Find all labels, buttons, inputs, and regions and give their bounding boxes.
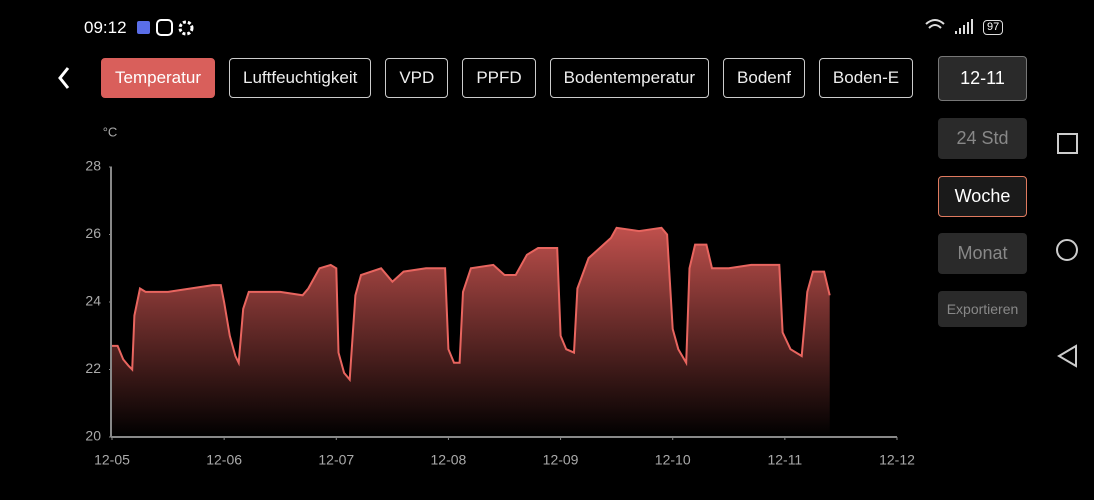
x-tick-label: 12-10 <box>655 452 691 468</box>
clock: 09:12 <box>84 18 127 37</box>
x-tick-label: 12-11 <box>767 452 802 468</box>
area <box>112 227 830 437</box>
back-button[interactable] <box>58 67 70 89</box>
tab[interactable]: PPFD <box>462 58 536 98</box>
tab[interactable]: Bodenf <box>723 58 805 98</box>
wifi-icon <box>925 19 945 29</box>
tab[interactable]: Luftfeuchtigkeit <box>228 58 372 98</box>
x-tick-label: 12-09 <box>543 452 579 468</box>
date-button[interactable]: 12-11 <box>938 56 1027 101</box>
range-button[interactable]: Monat <box>938 233 1027 274</box>
nav-back[interactable] <box>1057 344 1077 368</box>
x-tick-label: 12-07 <box>318 452 354 468</box>
x-tick-label: 12-12 <box>879 452 915 468</box>
recent-apps[interactable] <box>1057 133 1078 154</box>
app-icon <box>137 21 150 34</box>
y-unit: °C <box>103 124 118 139</box>
battery: 97 <box>983 20 1004 35</box>
tab[interactable]: VPD <box>385 58 449 98</box>
export-button[interactable]: Exportieren <box>938 291 1027 327</box>
x-tick-label: 12-08 <box>431 452 467 468</box>
signal-icon <box>955 19 973 34</box>
line <box>112 226 831 383</box>
y-tick-label: 28 <box>85 158 101 174</box>
x-tick-label: 12-05 <box>94 452 130 468</box>
tab[interactable]: Temperatur <box>101 58 215 98</box>
y-tick-label: 20 <box>85 428 101 444</box>
home[interactable] <box>1056 239 1078 261</box>
range-button[interactable]: 24 Std <box>938 118 1027 159</box>
settings-icon <box>178 20 194 36</box>
y-tick-label: 22 <box>85 360 101 376</box>
range-button[interactable]: Woche <box>938 176 1027 217</box>
tab[interactable]: Bodentemperatur <box>549 58 710 98</box>
y-tick-label: 26 <box>85 225 101 241</box>
tab-bar: Temperatur Luftfeuchtigkeit VPD PPFD Bodente… <box>101 58 925 100</box>
x-tick-label: 12-06 <box>206 452 242 468</box>
y-tick-label: 24 <box>85 293 101 309</box>
app-icon <box>156 19 173 36</box>
tab[interactable]: Boden-E <box>818 58 914 98</box>
